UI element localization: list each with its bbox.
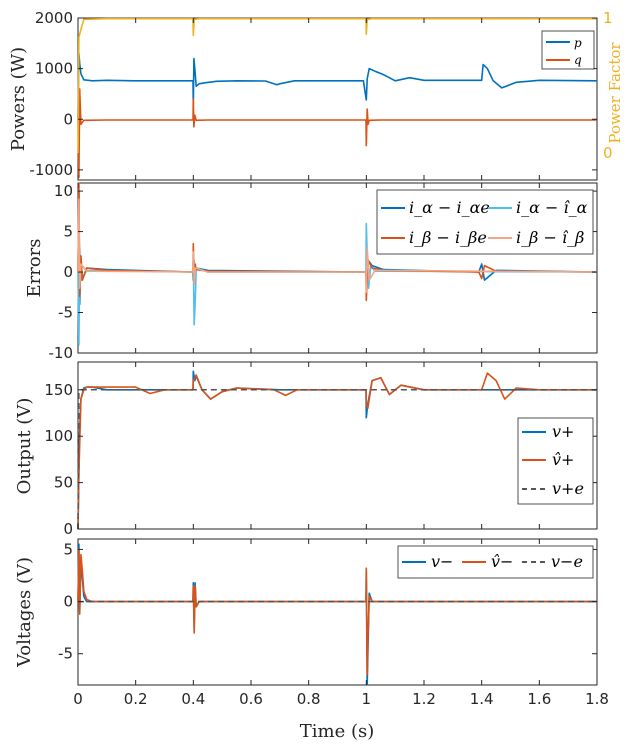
- time-xlabel: Time (s): [300, 721, 375, 742]
- panel-output-series: [77, 370, 597, 530]
- output-ylabel: Output (V): [14, 398, 35, 495]
- ytick-label: 5: [63, 540, 73, 558]
- ytick-label: 0: [63, 520, 73, 538]
- legend-label-ia-iae: i_α − i_αe: [409, 198, 490, 217]
- xtick-label: 1.6: [527, 690, 551, 708]
- panel-output: 0 50 100 150 Output (V) v+ v̂+ v+e: [14, 361, 598, 538]
- legend-label-vminus-hat: v̂−: [491, 552, 513, 571]
- legend-label-vminus: v−: [431, 552, 453, 571]
- legend-label-vminus-e: v−e: [551, 552, 583, 571]
- legend-label-ia-iahat: i_α − î_α: [516, 198, 588, 217]
- xtick-label: 1.8: [585, 690, 609, 708]
- xtick-label: 1.4: [470, 690, 494, 708]
- ytick-label: 1000: [35, 60, 73, 78]
- panel-voltages-ticks: -5 0 5 0 0.2 0.4 0.6 0.8 1 1.2 1.4 1.6 1.8: [58, 539, 609, 708]
- voltages-ylabel: Voltages (V): [14, 557, 35, 668]
- series-line-3-1: [77, 548, 597, 676]
- ytick-label: 100: [44, 427, 73, 445]
- xtick-label: 0.8: [297, 690, 321, 708]
- power-factor-ylabel: Power Factor: [606, 42, 624, 144]
- panel-powers-series: [77, 17, 598, 179]
- ytick-label: 0: [63, 593, 73, 611]
- xtick-label: 1.2: [412, 690, 436, 708]
- xtick-label: 1: [362, 690, 372, 708]
- ytick-label: 150: [44, 381, 73, 399]
- legend-errors: i_α − i_αe i_α − î_α i_β − i_βe i_β − î_…: [376, 189, 594, 255]
- ytick-label: -1000: [29, 161, 73, 179]
- ytick-label: 0: [63, 263, 73, 281]
- panel-output-ticks: 0 50 100 150: [44, 362, 598, 538]
- xtick-label: 0.4: [181, 690, 205, 708]
- y2tick-label: 1: [603, 9, 613, 27]
- legend-label-ib-ibhat: i_β − î_β: [516, 228, 584, 247]
- series-line-1-3: [77, 198, 598, 294]
- legend-label-vplus: v+: [552, 422, 574, 441]
- legend-label-vplus-e: v+e: [552, 479, 584, 498]
- xtick-label: 0.2: [124, 690, 148, 708]
- ytick-label: 10: [54, 182, 73, 200]
- legend-label-q: q: [574, 53, 582, 67]
- ytick-label: -5: [58, 645, 73, 663]
- panel-powers-ticks: -1000 0 1000 2000 0 1: [29, 9, 613, 180]
- legend-label-ib-ibe: i_β − i_βe: [409, 228, 487, 247]
- panel-voltages-series: [77, 543, 597, 686]
- series-line-0-0: [77, 52, 598, 120]
- ytick-label: 5: [63, 223, 73, 241]
- legend-voltages: v− v̂− v−e: [397, 545, 594, 579]
- ytick-label: 50: [54, 474, 73, 492]
- legend-label-p: p: [574, 36, 582, 50]
- ytick-label: 2000: [35, 9, 73, 27]
- legend-powers: p q: [541, 30, 595, 70]
- panel-errors-ticks: -10 -5 0 5 10: [49, 182, 598, 362]
- ytick-label: -10: [49, 344, 74, 362]
- xtick-label: 0: [73, 690, 83, 708]
- legend-output: v+ v̂+ v+e: [517, 417, 594, 505]
- errors-ylabel: Errors: [24, 238, 45, 297]
- y2tick-label: 0: [603, 144, 613, 162]
- panel-voltages: -5 0 5 0 0.2 0.4 0.6 0.8 1 1.2 1.4 1.6 1.8 Voltages …: [14, 538, 609, 742]
- ytick-label: -5: [58, 304, 73, 322]
- ytick-label: 0: [63, 110, 73, 128]
- legend-label-vplus-hat: v̂+: [552, 450, 574, 469]
- panel-powers: -1000 0 1000 2000 0 1 Powers (W) Power Factor…: [8, 9, 624, 181]
- panel-errors: -10 -5 0 5 10 Errors i_α − i_αe i_α − î_α i_…: [24, 182, 598, 362]
- series-line-0-2: [77, 17, 597, 154]
- powers-ylabel: Powers (W): [8, 47, 29, 151]
- series-line-0-1: [77, 88, 597, 179]
- xtick-label: 0.6: [239, 690, 263, 708]
- panel-powers-frame: [77, 17, 598, 181]
